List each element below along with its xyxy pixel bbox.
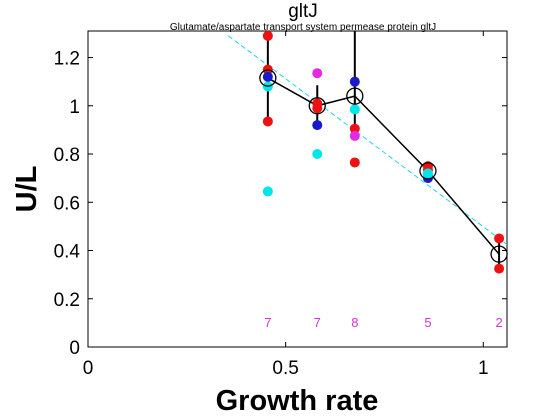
mean-marker [490, 245, 508, 263]
tick-layer: 0 0.5 1 0 0.2 0.4 0.6 0.8 1 1.2 [54, 31, 507, 379]
data-point-cyan [422, 169, 433, 180]
chart-title: gltJ [288, 1, 318, 22]
x-tick-label: 1 [478, 358, 489, 379]
mean-marker [346, 87, 364, 105]
plot-frame [87, 30, 508, 348]
data-point-red [494, 233, 505, 244]
sample-count-label: 8 [351, 315, 358, 330]
sample-count-label: 7 [264, 315, 271, 330]
y-tick-label: 0.6 [54, 193, 80, 214]
data-point-red [349, 123, 360, 134]
data-point-blue [312, 120, 323, 131]
y-tick-label: 0.8 [54, 145, 80, 166]
mean-marker [419, 162, 437, 180]
count-label-layer: 7 7 8 5 2 [264, 315, 502, 330]
y-tick-label: 0 [69, 338, 80, 359]
data-point-blue [262, 71, 273, 82]
data-point-cyan [349, 104, 360, 115]
data-point-cyan [262, 186, 273, 197]
error-bar-layer [266, 31, 501, 269]
mean-line-layer [267, 77, 500, 255]
y-tick-label: 0.4 [54, 242, 81, 263]
data-point-blue [349, 76, 360, 87]
data-point-red [312, 103, 323, 114]
data-point-red [494, 263, 505, 274]
mean-marker-layer [259, 69, 508, 263]
y-tick-label: 1 [69, 97, 80, 118]
y-tick-label: 1.2 [54, 49, 80, 70]
data-point-red [262, 116, 273, 127]
sample-count-label: 2 [495, 315, 502, 330]
chart-subtitle: Glutamate/aspartate transport system per… [170, 22, 436, 33]
y-tick-label: 0.2 [54, 290, 80, 311]
x-tick-label: 0.5 [272, 358, 298, 379]
sample-count-label: 7 [314, 315, 321, 330]
data-point-magenta [312, 68, 323, 79]
mean-marker [259, 69, 277, 87]
mean-line [267, 77, 500, 255]
x-tick-label: 0 [83, 358, 94, 379]
data-point-red [262, 30, 273, 41]
data-point-magenta [349, 130, 360, 141]
sample-count-label: 5 [424, 315, 431, 330]
data-point-cyan [312, 149, 323, 160]
data-point-red [349, 157, 360, 168]
y-axis-label: U/L [11, 166, 43, 213]
x-axis-label: Growth rate [216, 385, 379, 417]
plot-area: 7 7 8 5 2 0 0.5 1 0 0.2 0.4 0.6 0.8 1 1.2 [54, 30, 508, 379]
mean-marker [308, 97, 326, 115]
